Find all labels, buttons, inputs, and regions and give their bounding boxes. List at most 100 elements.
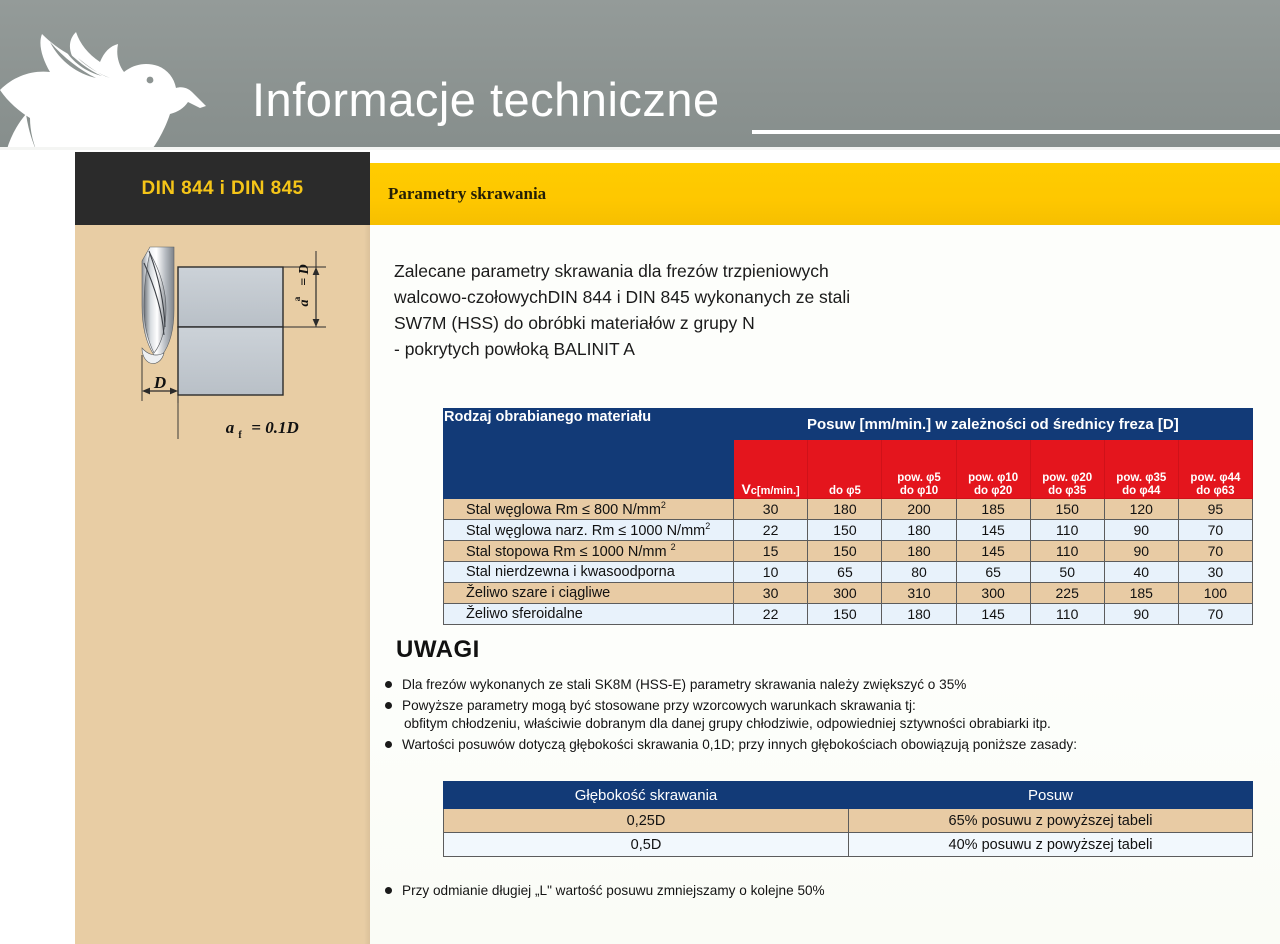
cell-value: 150 [1029,498,1105,520]
col-header-group-feed: Posuw [mm/min.] w zależności od średnicy… [732,408,1254,440]
cell-value: 300 [955,582,1031,604]
cell-value: 50 [1029,561,1105,583]
header-bottom-border [0,147,1280,150]
sub-table-header-row: Głębokość skrawania Posuw [443,781,1253,809]
table-row: Želiwo sferoidalne 22 150 180 145 110 90 70 [443,603,1254,625]
note-item-3: Wartości posuwów dotyczą głębokości skra… [380,736,1260,755]
cell-value: 150 [807,603,883,625]
cell-value: 110 [1029,519,1105,541]
table-row: Stal węglowa Rm ≤ 800 N/mm2 30 180 200 185 15… [443,498,1254,520]
col-header-d5: do φ5 [807,439,883,499]
col-d44-63-sub: do φ63 [1196,485,1235,497]
bullet-icon [385,681,392,688]
cell-value: 300 [807,582,883,604]
col-header-d5-10: pow. φ5 do φ10 [881,439,957,499]
cell-value: 200 [881,498,957,520]
svg-text:D: D [153,373,166,392]
page-header: Informacje techniczne [0,0,1280,150]
cell-value: 90 [1103,519,1179,541]
cell-value: 150 [807,519,883,541]
vc-unit: [m/min.] [756,485,800,497]
col-header-d10-20: pow. φ10 do φ20 [955,439,1031,499]
table-row: Stal węglowa narz. Rm ≤ 1000 N/mm2 22 150 1… [443,519,1254,541]
cell-feed: 65% posuwu z powyższej tabeli [848,808,1253,833]
section-banner: Parametry skrawania [370,163,1280,225]
table-row: 0,5D 40% posuwu z powyższej tabeli [443,832,1253,857]
vc-symbol: V [741,481,751,497]
note-item-2: Powyższe parametry mogą być stosowane pr… [380,697,1260,734]
cell-material: Stal stopowa Rm ≤ 1000 N/mm 2 [443,540,734,562]
cell-value: 30 [732,498,809,520]
cell-value: 10 [732,561,809,583]
svg-text:a: a [292,296,302,301]
col-header-material: Rodzaj obrabianego materiału [443,408,734,499]
col-d20-35-sub: do φ35 [1048,485,1087,497]
note-text-3: Wartości posuwów dotyczą głębokości skra… [402,736,1077,752]
sub-col-header-feed: Posuw [848,781,1253,809]
section-banner-label: Parametry skrawania [388,184,547,203]
table-row: Stal nierdzewna i kwasoodporna 10 65 80 65 50… [443,561,1254,583]
cell-value: 70 [1177,519,1254,541]
cell-value: 150 [807,540,883,562]
cell-value: 310 [881,582,957,604]
note-text-2-sub: obfitym chłodzeniu, właściwie dobranym d… [404,716,1051,731]
cell-value: 180 [881,519,957,541]
table-row: 0,25D 65% posuwu z powyższej tabeli [443,808,1253,833]
intro-line-4: - pokrytych powłoką BALINIT A [394,339,635,359]
col-d35-44-main: pow. φ35 [1116,472,1167,484]
col-header-d20-35: pow. φ20 do φ35 [1029,439,1105,499]
cell-value: 70 [1177,540,1254,562]
bullet-icon [385,701,392,709]
sub-table-head: Głębokość skrawania Posuw [443,781,1253,809]
notes-list: Dla frezów wykonanych ze stali SK8M (HSS… [380,676,1260,756]
left-white-margin [0,225,75,944]
note-text-1: Dla frezów wykonanych ze stali SK8M (HSS… [402,677,967,692]
cell-value: 30 [732,582,809,604]
notes-title: UWAGI [396,636,480,663]
cell-value: 90 [1103,540,1179,562]
svg-text:= D: = D [297,264,312,286]
cell-value: 65 [955,561,1031,583]
cell-value: 185 [955,498,1031,520]
cell-value: 95 [1177,498,1254,520]
cell-value: 180 [807,498,883,520]
col-d10-20-sub: do φ20 [973,485,1013,497]
col-header-d44-63: pow. φ44 do φ63 [1177,439,1254,499]
table-row: Želiwo szare i ciągliwe 30 300 310 300 225 185… [443,582,1254,604]
intro-line-1: Zalecane parametry skrawania dla frezów … [394,261,829,281]
cell-feed: 40% posuwu z powyższej tabeli [848,832,1253,857]
page-title: Informacje techniczne [252,73,720,126]
cell-value: 180 [881,603,957,625]
cell-value: 120 [1103,498,1179,520]
cell-material: Stal węglowa Rm ≤ 800 N/mm2 [443,498,734,520]
intro-paragraph: Zalecane parametry skrawania dla frezów … [394,258,994,362]
note-item-1: Dla frezów wykonanych ze stali SK8M (HSS… [380,676,1260,695]
cell-value: 145 [955,603,1031,625]
cell-material: Stal węglowa narz. Rm ≤ 1000 N/mm2 [443,519,734,541]
cell-value: 100 [1177,582,1254,604]
bullet-icon [385,740,392,748]
standard-banner-label: DIN 844 i DIN 845 [141,177,304,199]
cell-value: 22 [732,603,809,625]
cell-value: 180 [881,540,957,562]
cell-value: 90 [1103,603,1179,625]
col-d5-10-sub: do φ10 [899,485,939,497]
main-table-group-row: Rodzaj obrabianego materiału Posuw [mm/m… [443,408,1254,499]
main-table-body: Stal węglowa Rm ≤ 800 N/mm2 30 180 200 185 15… [443,498,1254,625]
svg-text:= 0.1D: = 0.1D [251,418,298,437]
cell-material: Stal nierdzewna i kwasoodporna [443,561,734,583]
main-table-subhead-row: Vc[m/min.] do φ5 pow. φ5 do φ10 pow. φ10… [444,439,1254,499]
col-header-vc: Vc[m/min.] [732,439,809,499]
intro-line-2: walcowo-czołowychDIN 844 i DIN 845 wykon… [394,287,851,307]
col-header-d35-44: pow. φ35 do φ44 [1103,439,1179,499]
bullet-icon [385,887,392,894]
cell-value: 110 [1029,603,1105,625]
cell-value: 80 [881,561,957,583]
note-text-2: Powyższe parametry mogą być stosowane pr… [402,697,916,713]
table-row: Stal stopowa Rm ≤ 1000 N/mm 2 15 150 180 145… [443,540,1254,562]
cell-value: 185 [1103,582,1179,604]
cell-value: 22 [732,519,809,541]
cell-value: 40 [1103,561,1179,583]
col-d5-10-main: pow. φ5 [897,472,941,484]
col-d35-44-sub: do φ44 [1122,485,1161,497]
